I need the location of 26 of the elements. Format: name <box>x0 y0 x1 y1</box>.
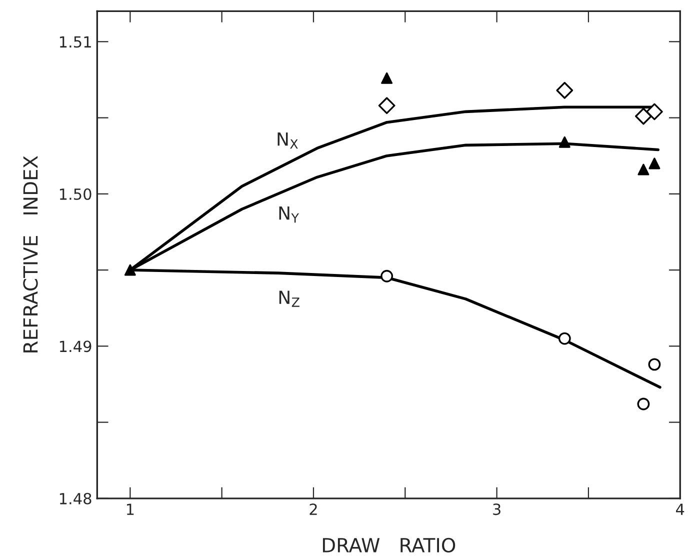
point <box>648 158 660 170</box>
y-tick-label: 1.51 <box>60 36 91 48</box>
point <box>637 398 650 410</box>
point <box>378 97 396 114</box>
point <box>556 82 574 99</box>
x-tick-label: 2 <box>310 504 317 515</box>
series-label: N$_{Y}$ <box>279 206 299 223</box>
y-tick-label: 1.50 <box>60 188 92 200</box>
series-label: N$_{X}$ <box>278 132 298 149</box>
x-tick-label: 1 <box>126 504 134 515</box>
y-axis-title: REFRACTIVE INDEX <box>23 156 38 352</box>
point <box>381 72 393 84</box>
point <box>558 136 570 148</box>
series-label: N$_{Z}$ <box>279 290 300 307</box>
x-tick-label: 4 <box>676 504 684 515</box>
y-tick-label: 1.48 <box>60 492 92 504</box>
point <box>380 270 394 282</box>
point <box>635 108 652 125</box>
point <box>124 264 136 276</box>
point <box>558 332 571 345</box>
point <box>646 103 663 120</box>
x-axis-title: DRAW RATIO <box>322 538 456 553</box>
point <box>638 164 650 176</box>
y-tick-label: 1.49 <box>60 340 92 352</box>
x-tick-label: 3 <box>493 504 500 516</box>
point <box>648 358 661 371</box>
